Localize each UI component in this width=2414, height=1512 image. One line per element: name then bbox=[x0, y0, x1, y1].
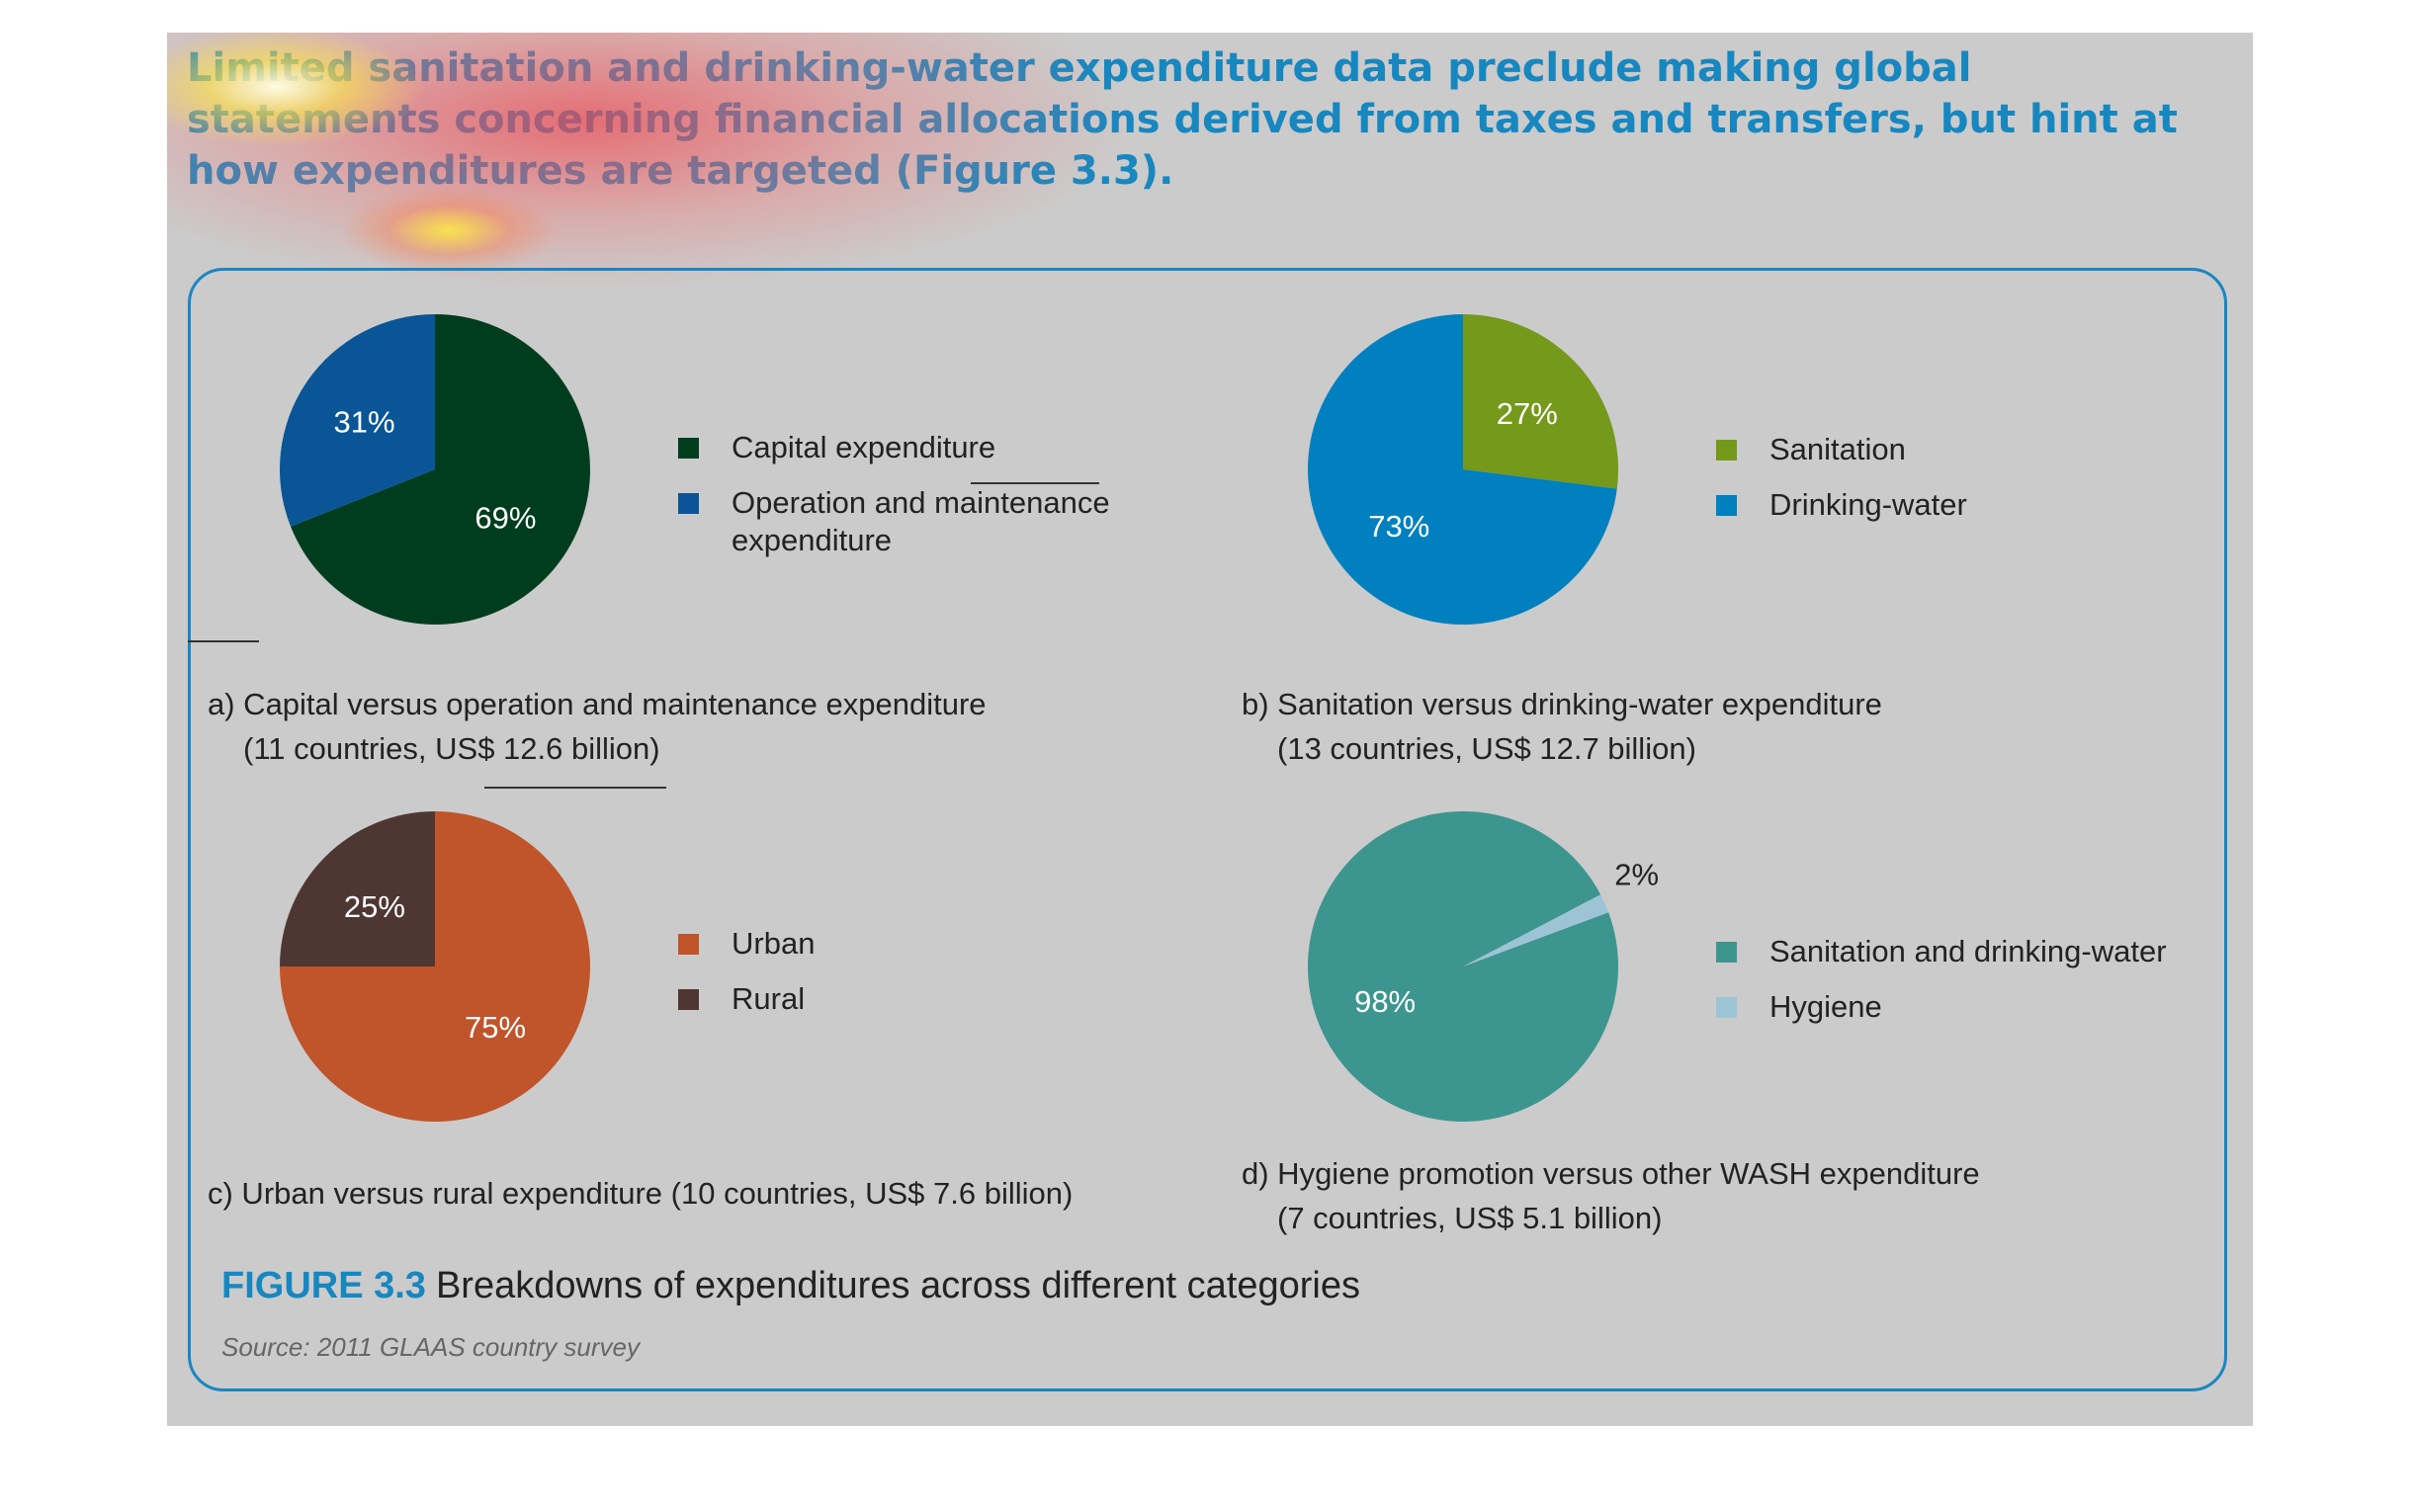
legend-label-rural: Rural bbox=[732, 981, 806, 1016]
legend-label-capital: Capital expenditure bbox=[732, 430, 996, 464]
pie-slice-sanitation bbox=[1463, 314, 1618, 489]
legend-item-drinking-water: Drinking-water bbox=[1716, 486, 1967, 524]
pie-slice-capital-expenditure bbox=[291, 314, 590, 625]
legend-label-urban: Urban bbox=[732, 926, 816, 961]
pie-slice-operation-and-maintenance-expenditure bbox=[280, 314, 435, 527]
legend-swatch-hygiene bbox=[1716, 997, 1737, 1018]
legend-label-sanitation-drinking-water: Sanitation and drinking-water bbox=[1769, 934, 2167, 968]
figure-number: FIGURE 3.3 bbox=[221, 1265, 426, 1306]
pie-slice-sanitation-and-drinking-water bbox=[1307, 810, 1618, 1122]
legend-item-operation-maintenance: Operation and maintenance expenditure bbox=[678, 484, 1110, 559]
pie-slice-drinking-water bbox=[1308, 314, 1617, 625]
figure-frame bbox=[188, 268, 2227, 1391]
legend-label-om-line2: expenditure bbox=[732, 523, 893, 557]
legend-c: Urban Rural bbox=[678, 925, 815, 1036]
pie-chart-urban-vs-rural: 75% 25% bbox=[280, 811, 590, 1122]
caption-a: a) Capital versus operation and maintena… bbox=[208, 682, 987, 771]
legend-label-operation-maintenance: Operation and maintenance expenditure bbox=[732, 484, 1110, 559]
legend-swatch-sanitation-drinking-water bbox=[1716, 942, 1737, 963]
legend-swatch-rural bbox=[678, 989, 699, 1010]
pie-data-label-sanitation: 27% bbox=[1497, 396, 1558, 431]
legend-a: Capital expenditure Operation and mainte… bbox=[678, 429, 1110, 577]
pie-data-label-drinking-water: 73% bbox=[1368, 509, 1429, 544]
divider-line bbox=[484, 787, 666, 789]
pie-chart-hygiene-vs-wash: 98% 2% bbox=[1307, 810, 1659, 1122]
legend-label-om-line1: Operation and maintenance bbox=[732, 485, 1110, 520]
legend-item-urban: Urban bbox=[678, 925, 815, 963]
figure-caption: FIGURE 3.3 Breakdowns of expenditures acr… bbox=[221, 1265, 1360, 1307]
caption-c-title: c) Urban versus rural expenditure (10 co… bbox=[208, 1176, 1074, 1211]
legend-label-sanitation: Sanitation bbox=[1769, 432, 1906, 466]
caption-a-subtitle: (11 countries, US$ 12.6 billion) bbox=[243, 731, 660, 766]
legend-swatch-capital bbox=[678, 438, 699, 459]
pie-data-label-urban: 75% bbox=[465, 1010, 526, 1045]
pie-data-label-sanitation-and-drinking-water: 98% bbox=[1354, 984, 1416, 1019]
legend-swatch-operation-maintenance bbox=[678, 493, 699, 514]
caption-a-title: a) Capital versus operation and maintena… bbox=[208, 687, 987, 721]
pie-data-label-capital-expenditure: 69% bbox=[474, 501, 536, 536]
legend-swatch-sanitation bbox=[1716, 440, 1737, 461]
caption-d-title: d) Hygiene promotion versus other WASH e… bbox=[1242, 1156, 1980, 1191]
legend-label-drinking-water: Drinking-water bbox=[1769, 487, 1967, 522]
legend-swatch-urban bbox=[678, 934, 699, 955]
divider-line bbox=[971, 482, 1099, 484]
legend-item-hygiene: Hygiene bbox=[1716, 988, 2167, 1026]
legend-d: Sanitation and drinking-water Hygiene bbox=[1716, 933, 2167, 1044]
figure-source: Source: 2011 GLAAS country survey bbox=[221, 1332, 640, 1362]
figure-title: Breakdowns of expenditures across differ… bbox=[435, 1265, 1360, 1306]
pie-slice-rural bbox=[280, 811, 435, 966]
legend-item-sanitation: Sanitation bbox=[1716, 431, 1967, 468]
intro-paragraph: Limited sanitation and drinking-water ex… bbox=[187, 45, 2178, 194]
divider-line bbox=[188, 640, 259, 642]
legend-item-capital: Capital expenditure bbox=[678, 429, 1110, 466]
pie-data-label-rural: 25% bbox=[344, 889, 405, 924]
legend-b: Sanitation Drinking-water bbox=[1716, 431, 1967, 542]
legend-item-rural: Rural bbox=[678, 980, 815, 1018]
pie-chart-capital-vs-om: 69% 31% bbox=[280, 314, 590, 625]
caption-b-title: b) Sanitation versus drinking-water expe… bbox=[1242, 687, 1882, 721]
legend-swatch-drinking-water bbox=[1716, 495, 1737, 516]
legend-label-hygiene: Hygiene bbox=[1769, 989, 1882, 1024]
pie-data-label-operation-and-maintenance-expenditure: 31% bbox=[334, 404, 395, 439]
pie-chart-sanitation-vs-drinking-water: 27% 73% bbox=[1308, 314, 1618, 625]
legend-item-sanitation-drinking-water: Sanitation and drinking-water bbox=[1716, 933, 2167, 970]
caption-d-subtitle: (7 countries, US$ 5.1 billion) bbox=[1277, 1201, 1663, 1235]
pie-slice-hygiene bbox=[1463, 894, 1609, 966]
pie-data-label-hygiene: 2% bbox=[1614, 858, 1659, 892]
caption-b-subtitle: (13 countries, US$ 12.7 billion) bbox=[1277, 731, 1696, 766]
caption-d: d) Hygiene promotion versus other WASH e… bbox=[1242, 1151, 1980, 1240]
caption-c: c) Urban versus rural expenditure (10 co… bbox=[208, 1171, 1073, 1216]
caption-b: b) Sanitation versus drinking-water expe… bbox=[1242, 682, 1882, 771]
